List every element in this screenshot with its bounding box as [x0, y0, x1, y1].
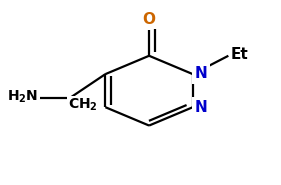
Text: Et: Et: [231, 47, 249, 62]
Text: O: O: [142, 12, 156, 27]
Text: N: N: [194, 100, 207, 115]
Text: N: N: [194, 66, 207, 81]
Text: $\mathregular{H_2N}$: $\mathregular{H_2N}$: [7, 89, 38, 105]
Text: $\mathregular{CH_2}$: $\mathregular{CH_2}$: [69, 97, 98, 113]
